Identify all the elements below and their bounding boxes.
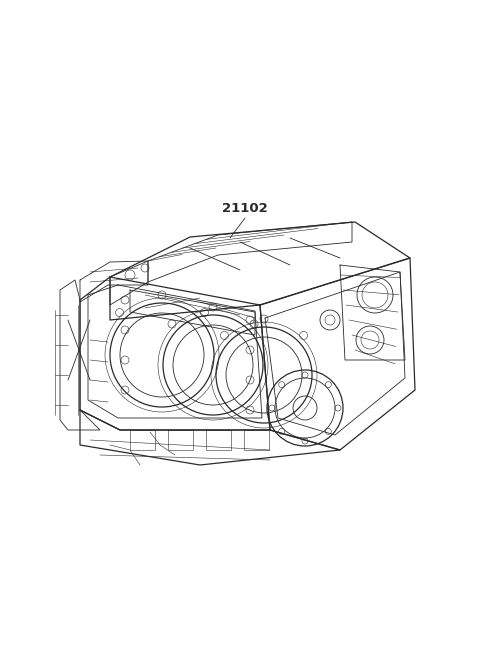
Text: 21102: 21102 — [222, 202, 268, 215]
